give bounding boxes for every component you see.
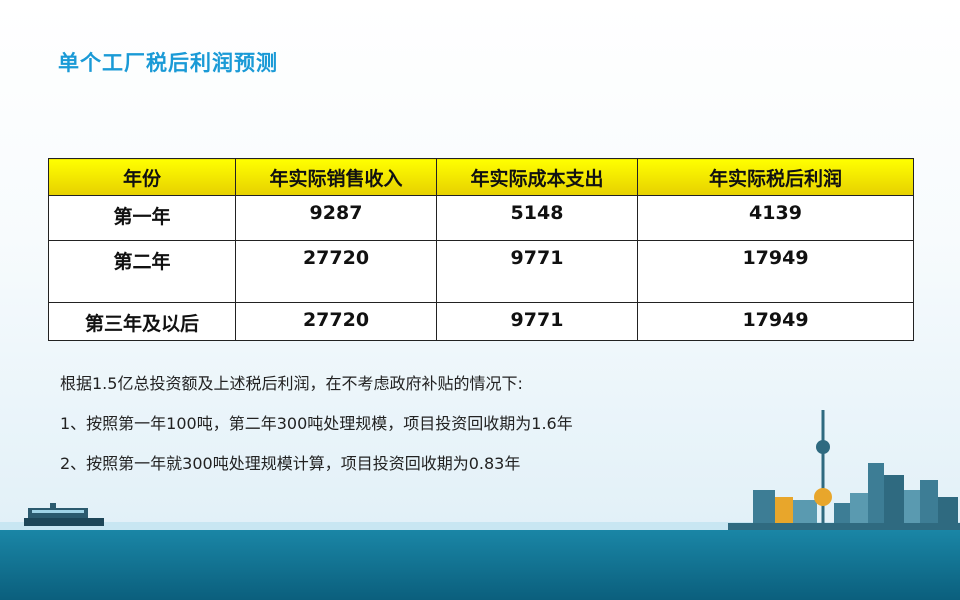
cell-revenue: 27720 — [235, 302, 437, 341]
cell-profit: 17949 — [637, 240, 914, 303]
header-year: 年份 — [48, 158, 236, 196]
table-row: 第三年及以后 27720 9771 17949 — [48, 302, 914, 341]
table-header-row: 年份 年实际销售收入 年实际成本支出 年实际税后利润 — [48, 158, 914, 196]
cell-profit: 17949 — [637, 302, 914, 341]
cell-year: 第一年 — [48, 195, 236, 241]
cell-revenue: 9287 — [235, 195, 437, 241]
cell-cost: 9771 — [436, 240, 638, 303]
cell-revenue: 27720 — [235, 240, 437, 303]
note-intro: 根据1.5亿总投资额及上述税后利润，在不考虑政府补贴的情况下: — [60, 374, 523, 393]
ship-illustration — [24, 503, 104, 526]
sea-band — [0, 530, 960, 600]
table-row: 第一年 9287 5148 4139 — [48, 195, 914, 241]
cell-profit: 4139 — [637, 195, 914, 241]
cell-cost: 5148 — [436, 195, 638, 241]
header-cost: 年实际成本支出 — [436, 158, 638, 196]
header-revenue: 年实际销售收入 — [235, 158, 437, 196]
table-row: 第二年 27720 9771 17949 — [48, 240, 914, 303]
cell-cost: 9771 — [436, 302, 638, 341]
notes-block: 根据1.5亿总投资额及上述税后利润，在不考虑政府补贴的情况下: 1、按照第一年1… — [60, 374, 573, 494]
header-profit: 年实际税后利润 — [637, 158, 914, 196]
profit-table: 年份 年实际销售收入 年实际成本支出 年实际税后利润 第一年 9287 5148… — [48, 158, 914, 341]
note-item-2: 2、按照第一年就300吨处理规模计算，项目投资回收期为0.83年 — [60, 454, 521, 473]
horizon-strip — [0, 522, 960, 532]
city-skyline-illustration — [728, 410, 960, 530]
note-item-1: 1、按照第一年100吨，第二年300吨处理规模，项目投资回收期为1.6年 — [60, 414, 573, 433]
slide-title: 单个工厂税后利润预测 — [58, 51, 278, 75]
cell-year: 第三年及以后 — [48, 302, 236, 341]
cell-year: 第二年 — [48, 240, 236, 303]
